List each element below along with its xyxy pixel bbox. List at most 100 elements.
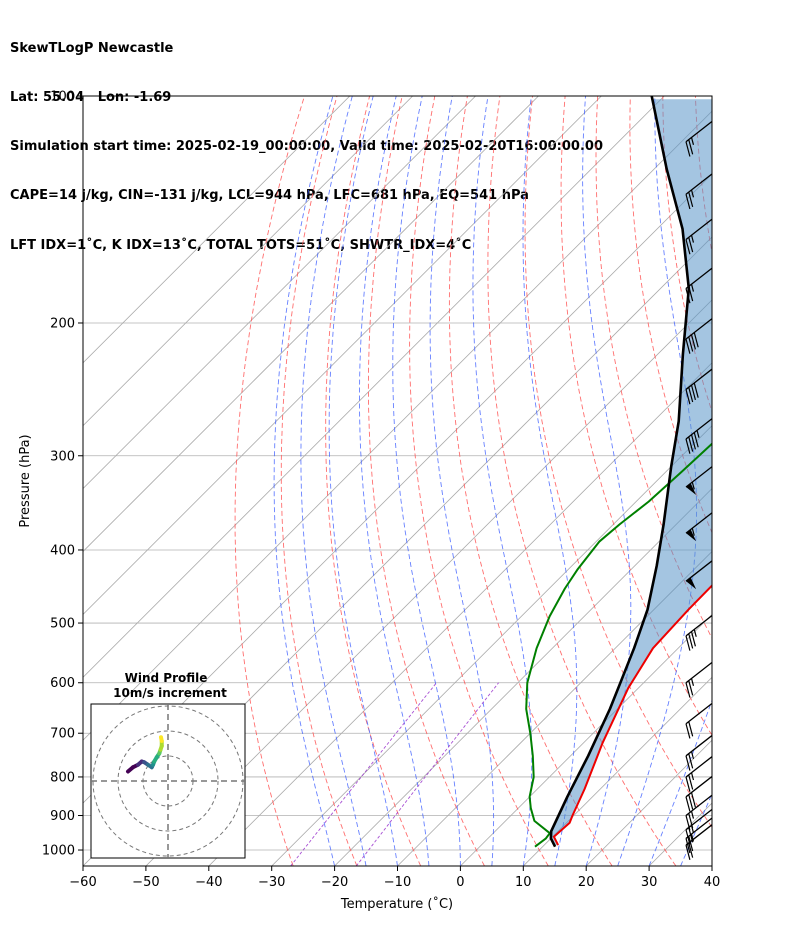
moist-adiabat-line <box>328 96 398 866</box>
wind-barb-flag <box>685 755 691 771</box>
isotherm-line <box>83 96 602 615</box>
y-tick-label: 200 <box>50 316 75 331</box>
dry-adiabat-line <box>487 96 677 866</box>
wind-barb-half <box>690 678 695 686</box>
wind-barb <box>685 512 712 542</box>
wind-barb-half <box>690 772 695 781</box>
isotherm-line <box>83 96 413 427</box>
dry-adiabat-line <box>448 96 613 866</box>
y-tick-label: 600 <box>50 676 75 691</box>
wind-barb-flag <box>688 286 694 302</box>
temperature-line <box>552 584 712 846</box>
isotherm-line <box>83 110 712 741</box>
wind-barb <box>685 317 712 354</box>
wind-barb-flag <box>685 796 691 812</box>
x-tick-label: 0 <box>456 875 464 890</box>
wind-barb-staff <box>685 417 712 440</box>
wind-barb-flag <box>688 721 694 737</box>
inset-subtitle: 10m/s increment <box>113 686 227 700</box>
isotherm-line <box>83 96 539 553</box>
wind-barb-half <box>690 137 695 145</box>
wind-barb-flag <box>690 334 696 350</box>
x-tick-label: −20 <box>321 875 348 890</box>
wind-barb-staff <box>685 661 712 684</box>
wind-barb-flag <box>693 432 699 448</box>
moist-adiabat-line <box>359 96 430 866</box>
wind-barb <box>685 560 712 590</box>
x-tick-label: 40 <box>704 875 721 890</box>
x-tick-label: −40 <box>195 875 222 890</box>
parcel-line <box>549 96 691 848</box>
moist-adiabat-line <box>472 96 533 866</box>
x-tick-label: 10 <box>515 875 532 890</box>
moist-adiabat-line <box>522 96 578 866</box>
wind-barb-half <box>693 629 697 637</box>
isotherm-line <box>83 96 476 490</box>
isotherm-line <box>397 550 712 866</box>
moist-adiabat-line <box>429 96 495 866</box>
wind-barb-flag <box>690 631 696 647</box>
isotherm-line <box>271 425 712 866</box>
x-tick-label: −30 <box>258 875 285 890</box>
dry-adiabat-line <box>524 96 712 829</box>
wind-barb-flag <box>688 336 694 352</box>
wind-barb-flag <box>688 774 694 790</box>
wind-barb-half <box>690 833 695 842</box>
moist-adiabat-line <box>392 96 461 866</box>
wind-barb-pennant <box>686 529 697 542</box>
x-tick-label: −10 <box>384 875 411 890</box>
wind-barb-half <box>690 751 695 760</box>
wind-barb-half <box>690 811 695 819</box>
wind-barb-flag <box>688 387 694 403</box>
wind-barb-pennant <box>686 577 697 590</box>
wind-barb-half <box>690 235 695 243</box>
wind-barb <box>685 267 712 304</box>
isotherm-line <box>83 96 665 678</box>
wind-barb-flag <box>688 191 694 207</box>
wind-barb-staff <box>685 173 712 195</box>
axes: −60 −50 −40 −30 −20 −10 0 10 20 30 40 1000 900 800 700… <box>42 90 720 891</box>
wind-barb-flag <box>685 838 691 854</box>
wind-barb-flag <box>685 141 691 157</box>
dry-adiabat-line <box>761 96 794 866</box>
y-tick-label: 1000 <box>42 844 75 859</box>
wind-barb-flag <box>690 434 696 450</box>
wind-barb-staff <box>685 775 712 798</box>
wind-barb-flag <box>685 288 691 304</box>
wind-barb-half <box>691 528 695 536</box>
moist-adiabat-line <box>711 864 712 866</box>
dry-adiabat-line <box>560 96 712 737</box>
wind-barb-staff <box>685 465 712 488</box>
wind-barb-staff <box>685 317 712 340</box>
x-axis-title: Temperature (˚C) <box>340 896 453 912</box>
wind-barb <box>685 734 712 771</box>
wind-barb-flag <box>685 194 691 210</box>
x-tick-label: −50 <box>132 875 159 890</box>
y-tick-label: 100 <box>50 90 75 105</box>
mixing-ratio-line <box>290 682 437 866</box>
wind-barb-half <box>691 481 695 490</box>
wind-barb-staff <box>685 368 712 390</box>
wind-barb-staff <box>685 702 712 725</box>
wind-barb-staff <box>685 218 712 241</box>
isotherm-line <box>145 299 712 866</box>
dry-adiabat-line <box>280 96 358 866</box>
wind-barb-flag <box>688 436 694 452</box>
wind-barb <box>685 775 712 812</box>
wind-barb-flag <box>685 338 691 354</box>
hodograph-segment <box>159 735 164 743</box>
wind-barb-flag <box>685 844 691 860</box>
wind-barb-flag <box>685 829 691 845</box>
isotherm-line <box>208 362 712 866</box>
sounding-data <box>525 96 712 848</box>
wind-barb-half <box>696 430 700 438</box>
wind-barb-flag <box>688 813 694 829</box>
wind-barb <box>685 368 712 405</box>
wind-barb <box>685 614 712 651</box>
y-tick-label: 500 <box>50 617 75 632</box>
wind-barb-flag <box>688 842 694 858</box>
wind-barb-flag <box>688 794 694 810</box>
moist-adiabat-line <box>617 96 698 866</box>
wind-barb-flag <box>685 635 691 651</box>
